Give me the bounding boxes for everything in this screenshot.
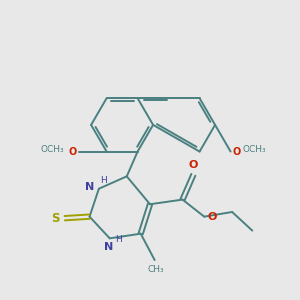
Text: H: H: [115, 236, 122, 244]
Text: S: S: [52, 212, 60, 225]
Text: O: O: [69, 146, 77, 157]
Text: H: H: [100, 176, 107, 185]
Text: O: O: [189, 160, 198, 170]
Text: N: N: [85, 182, 94, 192]
Text: O: O: [232, 146, 240, 157]
Text: OCH₃: OCH₃: [40, 146, 64, 154]
Text: N: N: [103, 242, 113, 252]
Text: CH₃: CH₃: [148, 265, 164, 274]
Text: OCH₃: OCH₃: [242, 146, 266, 154]
Text: O: O: [208, 212, 217, 222]
